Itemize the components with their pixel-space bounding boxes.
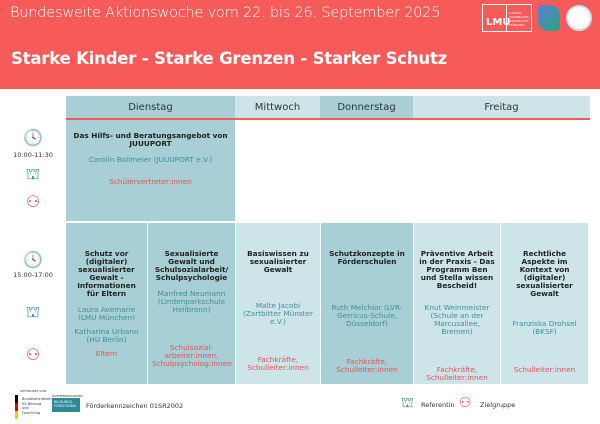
speaker-icon: ⛫ <box>25 164 41 183</box>
day-header-dienstag: Dienstag <box>66 96 235 118</box>
session-card[interactable]: Das Hilfs- und Beratungsangebot von JUUU… <box>66 120 235 221</box>
slot-time: 15:00-17:00 <box>13 271 53 279</box>
day-header-freitag: Freitag <box>413 96 590 118</box>
partner-logos: LMU LUDWIG-MAXIMILIANS-UNIVERSITÄT MÜNCHE… <box>482 4 592 32</box>
session-card[interactable]: Rechtliche Aspekte im Kontext von (digit… <box>501 223 588 384</box>
program-label: RAHMENPROGRAMM <box>52 394 83 398</box>
legend-speaker: Referentin <box>421 401 455 409</box>
legend-target: Zielgruppe <box>480 401 516 409</box>
session-card[interactable]: Basiswissen zu sexualisierter Gewalt Mal… <box>236 223 320 384</box>
event-title: Starke Kinder - Starke Grenzen - Starker… <box>11 49 448 68</box>
clock-icon: 🕓 <box>23 128 43 147</box>
speaker-icon: ⛫ <box>25 302 41 321</box>
lmu-logo: LMU LUDWIG-MAXIMILIANS-UNIVERSITÄT MÜNCHE… <box>482 4 532 32</box>
program-logo: BILDUNGS-FORSCHUNG <box>52 398 80 412</box>
university-seal-logo <box>566 5 592 31</box>
session-card[interactable]: Sexualisierte Gewalt und Schulsozialarbe… <box>148 223 235 384</box>
ministry-logo: Bundesministerium für Bildung und Forsch… <box>22 397 56 415</box>
session-card[interactable]: Schutz vor (digitaler) sexualisierter Ge… <box>66 223 147 384</box>
session-card[interactable]: Schutzkonzepte in Förderschulen Ruth Mel… <box>321 223 413 384</box>
audience-icon: ⚇ <box>25 345 41 364</box>
day-header-mittwoch: Mittwoch <box>235 96 320 118</box>
speaker-icon: ⛫ <box>401 395 414 411</box>
audience-icon: ⚇ <box>25 192 41 211</box>
audience-icon: ⚇ <box>459 395 472 411</box>
session-card[interactable]: Präventive Arbeit in der Praxis - Das Pr… <box>414 223 500 384</box>
day-header-donnerstag: Donnerstag <box>320 96 413 118</box>
header-banner: Bundesweite Aktionswoche vom 22. bis 26.… <box>0 0 600 89</box>
clock-icon: 🕓 <box>23 250 43 269</box>
grant-number: Förderkennzeichen 01SR2002 <box>86 402 184 410</box>
slot-time: 10:00-11:30 <box>13 151 53 159</box>
funder-line: GEFÖRDERT VOM <box>20 389 47 393</box>
header-divider <box>66 118 590 120</box>
event-subtitle: Bundesweite Aktionswoche vom 22. bis 26.… <box>10 5 441 21</box>
german-flag-icon <box>15 395 18 419</box>
dolphin-logo <box>538 5 560 31</box>
